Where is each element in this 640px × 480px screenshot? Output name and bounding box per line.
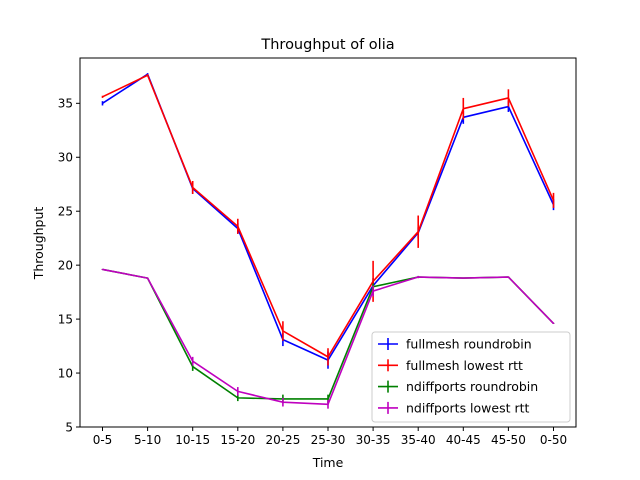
x-tick-label: 40-45 (446, 433, 481, 447)
x-tick-label: 0-50 (540, 433, 567, 447)
legend-label: ndiffports lowest rtt (406, 400, 530, 415)
y-axis: 5 10 15 20 25 30 35 (58, 97, 80, 434)
legend-item: fullmesh roundrobin (378, 337, 532, 352)
series-3 (101, 268, 555, 409)
y-axis-label: Throughput (31, 207, 46, 281)
legend-item: ndiffports roundrobin (378, 379, 538, 394)
series-line (102, 73, 555, 361)
x-axis-label: Time (312, 455, 344, 470)
legend-item: fullmesh lowest rtt (378, 358, 523, 373)
y-tick-label: 15 (58, 312, 73, 326)
x-tick-label: 20-25 (265, 433, 300, 447)
y-tick-label: 5 (65, 420, 73, 434)
x-tick-label: 45-50 (491, 433, 526, 447)
legend-item: ndiffports lowest rtt (378, 400, 530, 415)
y-tick-label: 35 (58, 97, 73, 111)
x-tick-label: 35-40 (401, 433, 436, 447)
series-layer (101, 73, 555, 409)
legend-label: ndiffports roundrobin (406, 379, 538, 394)
legend-label: fullmesh roundrobin (406, 337, 532, 352)
y-tick-label: 10 (58, 366, 73, 380)
series-line (102, 74, 555, 358)
x-tick-label: 10-15 (175, 433, 210, 447)
y-tick-label: 20 (58, 258, 73, 272)
x-axis: 0-5 5-10 10-15 15-20 20-25 25-30 30-35 35-40 40-… (93, 427, 567, 447)
legend-label: fullmesh lowest rtt (406, 358, 523, 373)
chart-title: Throughput of olia (260, 37, 394, 53)
y-tick-label: 25 (58, 205, 73, 219)
legend-frame (371, 331, 571, 423)
legend: fullmesh roundrobin fullmesh lowest rtt nd… (371, 331, 571, 423)
x-tick-label: 15-20 (220, 433, 255, 447)
series-1 (101, 74, 555, 366)
x-tick-label: 5-10 (134, 433, 161, 447)
y-tick-label: 30 (58, 151, 73, 165)
x-tick-label: 0-5 (93, 433, 113, 447)
x-tick-label: 30-35 (356, 433, 391, 447)
series-0 (101, 73, 555, 369)
x-tick-label: 25-30 (311, 433, 346, 447)
